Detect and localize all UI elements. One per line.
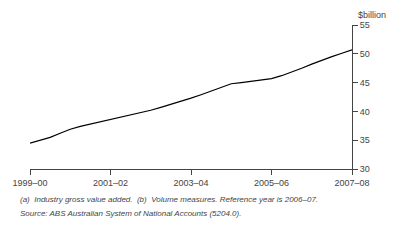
svg-text:$billion: $billion bbox=[358, 10, 386, 20]
svg-text:1999–00: 1999–00 bbox=[12, 178, 47, 188]
svg-text:(a) Industry gross value adde: (a) Industry gross value added. (b) Volu… bbox=[20, 195, 318, 204]
svg-text:2001–02: 2001–02 bbox=[93, 178, 128, 188]
svg-text:Source: ABS Australian System: Source: ABS Australian System of Nationa… bbox=[20, 209, 241, 218]
svg-text:2005–06: 2005–06 bbox=[254, 178, 289, 188]
svg-text:55: 55 bbox=[360, 20, 370, 30]
svg-text:2007–08: 2007–08 bbox=[334, 178, 369, 188]
svg-text:2003–04: 2003–04 bbox=[173, 178, 208, 188]
svg-text:40: 40 bbox=[360, 107, 370, 117]
svg-text:50: 50 bbox=[360, 49, 370, 59]
svg-text:45: 45 bbox=[360, 78, 370, 88]
svg-text:30: 30 bbox=[360, 164, 370, 174]
svg-text:35: 35 bbox=[360, 135, 370, 145]
